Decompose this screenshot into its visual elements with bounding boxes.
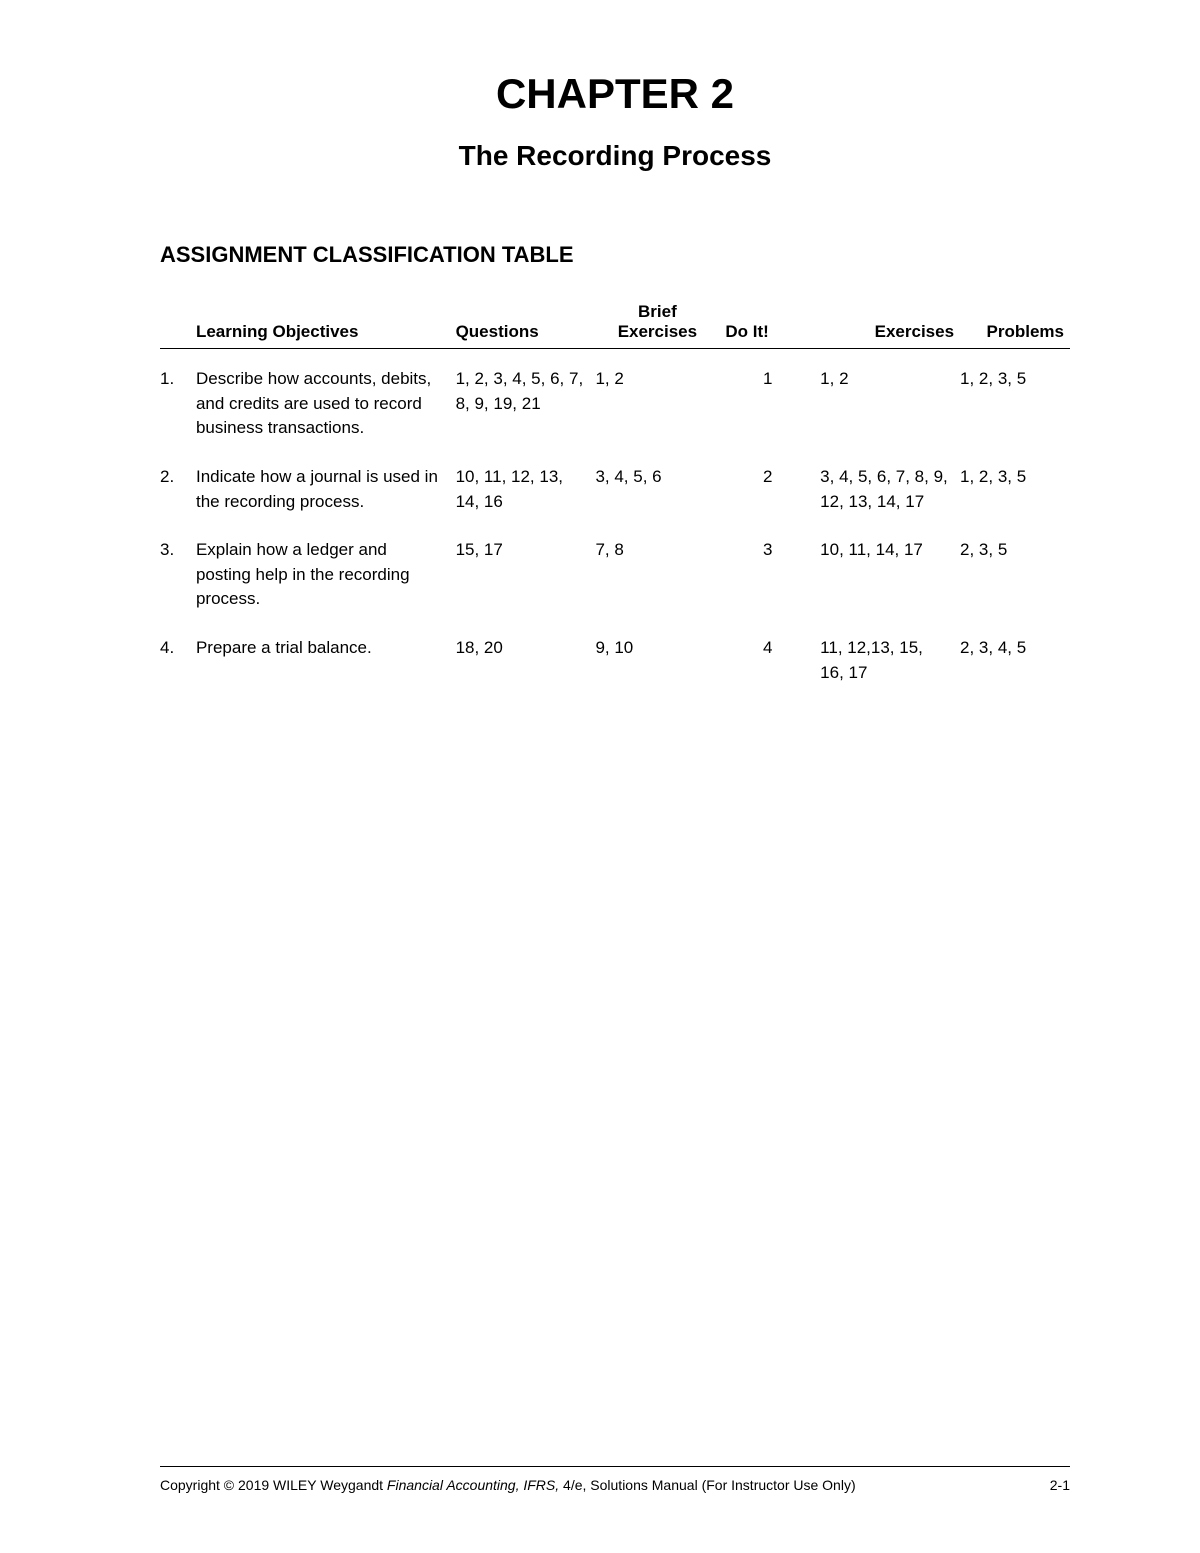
th-questions: Questions	[456, 298, 596, 349]
table-header-row: Learning Objectives Questions Brief Exer…	[160, 298, 1070, 349]
cell-questions: 1, 2, 3, 4, 5, 6, 7, 8, 9, 19, 21	[456, 349, 596, 447]
th-brief-line2: Exercises	[595, 322, 719, 342]
cell-exercises: 10, 11, 14, 17	[820, 520, 960, 618]
cell-brief-exercises: 7, 8	[595, 520, 725, 618]
chapter-subtitle: The Recording Process	[160, 140, 1070, 172]
th-brief-exercises: Brief Exercises	[595, 298, 725, 349]
cell-objective: Describe how accounts, debits, and credi…	[196, 349, 456, 447]
cell-num: 1.	[160, 349, 196, 447]
section-heading: ASSIGNMENT CLASSIFICATION TABLE	[160, 242, 1070, 268]
cell-questions: 15, 17	[456, 520, 596, 618]
cell-exercises: 11, 12,13, 15, 16, 17	[820, 618, 960, 691]
page-footer: Copyright © 2019 WILEY Weygandt Financia…	[160, 1466, 1070, 1493]
cell-do-it: 1	[725, 349, 820, 447]
cell-objective: Indicate how a journal is used in the re…	[196, 447, 456, 520]
table-row: 2. Indicate how a journal is used in the…	[160, 447, 1070, 520]
table-row: 1. Describe how accounts, debits, and cr…	[160, 349, 1070, 447]
classification-table: Learning Objectives Questions Brief Exer…	[160, 298, 1070, 691]
cell-questions: 10, 11, 12, 13, 14, 16	[456, 447, 596, 520]
cell-problems: 2, 3, 4, 5	[960, 618, 1070, 691]
cell-objective: Explain how a ledger and posting help in…	[196, 520, 456, 618]
cell-questions: 18, 20	[456, 618, 596, 691]
cell-num: 2.	[160, 447, 196, 520]
cell-brief-exercises: 9, 10	[595, 618, 725, 691]
th-problems: Problems	[960, 298, 1070, 349]
th-do-it: Do It!	[725, 298, 820, 349]
cell-do-it: 2	[725, 447, 820, 520]
th-blank-num	[160, 298, 196, 349]
footer-edition-suffix: 4/e, Solutions Manual (For Instructor Us…	[559, 1477, 855, 1493]
cell-do-it: 3	[725, 520, 820, 618]
th-learning-objectives: Learning Objectives	[196, 298, 456, 349]
cell-do-it: 4	[725, 618, 820, 691]
cell-exercises: 3, 4, 5, 6, 7, 8, 9, 12, 13, 14, 17	[820, 447, 960, 520]
th-brief-line1: Brief	[595, 302, 719, 322]
cell-brief-exercises: 3, 4, 5, 6	[595, 447, 725, 520]
cell-problems: 2, 3, 5	[960, 520, 1070, 618]
cell-problems: 1, 2, 3, 5	[960, 447, 1070, 520]
footer-book-title: Financial Accounting, IFRS,	[387, 1477, 559, 1493]
th-exercises: Exercises	[820, 298, 960, 349]
cell-problems: 1, 2, 3, 5	[960, 349, 1070, 447]
table-row: 4. Prepare a trial balance. 18, 20 9, 10…	[160, 618, 1070, 691]
footer-copyright-prefix: Copyright © 2019 WILEY Weygandt	[160, 1477, 387, 1493]
cell-num: 4.	[160, 618, 196, 691]
chapter-title: CHAPTER 2	[160, 70, 1070, 118]
table-row: 3. Explain how a ledger and posting help…	[160, 520, 1070, 618]
cell-objective: Prepare a trial balance.	[196, 618, 456, 691]
cell-brief-exercises: 1, 2	[595, 349, 725, 447]
footer-page-number: 2-1	[1050, 1477, 1070, 1493]
footer-copyright: Copyright © 2019 WILEY Weygandt Financia…	[160, 1477, 856, 1493]
cell-exercises: 1, 2	[820, 349, 960, 447]
cell-num: 3.	[160, 520, 196, 618]
